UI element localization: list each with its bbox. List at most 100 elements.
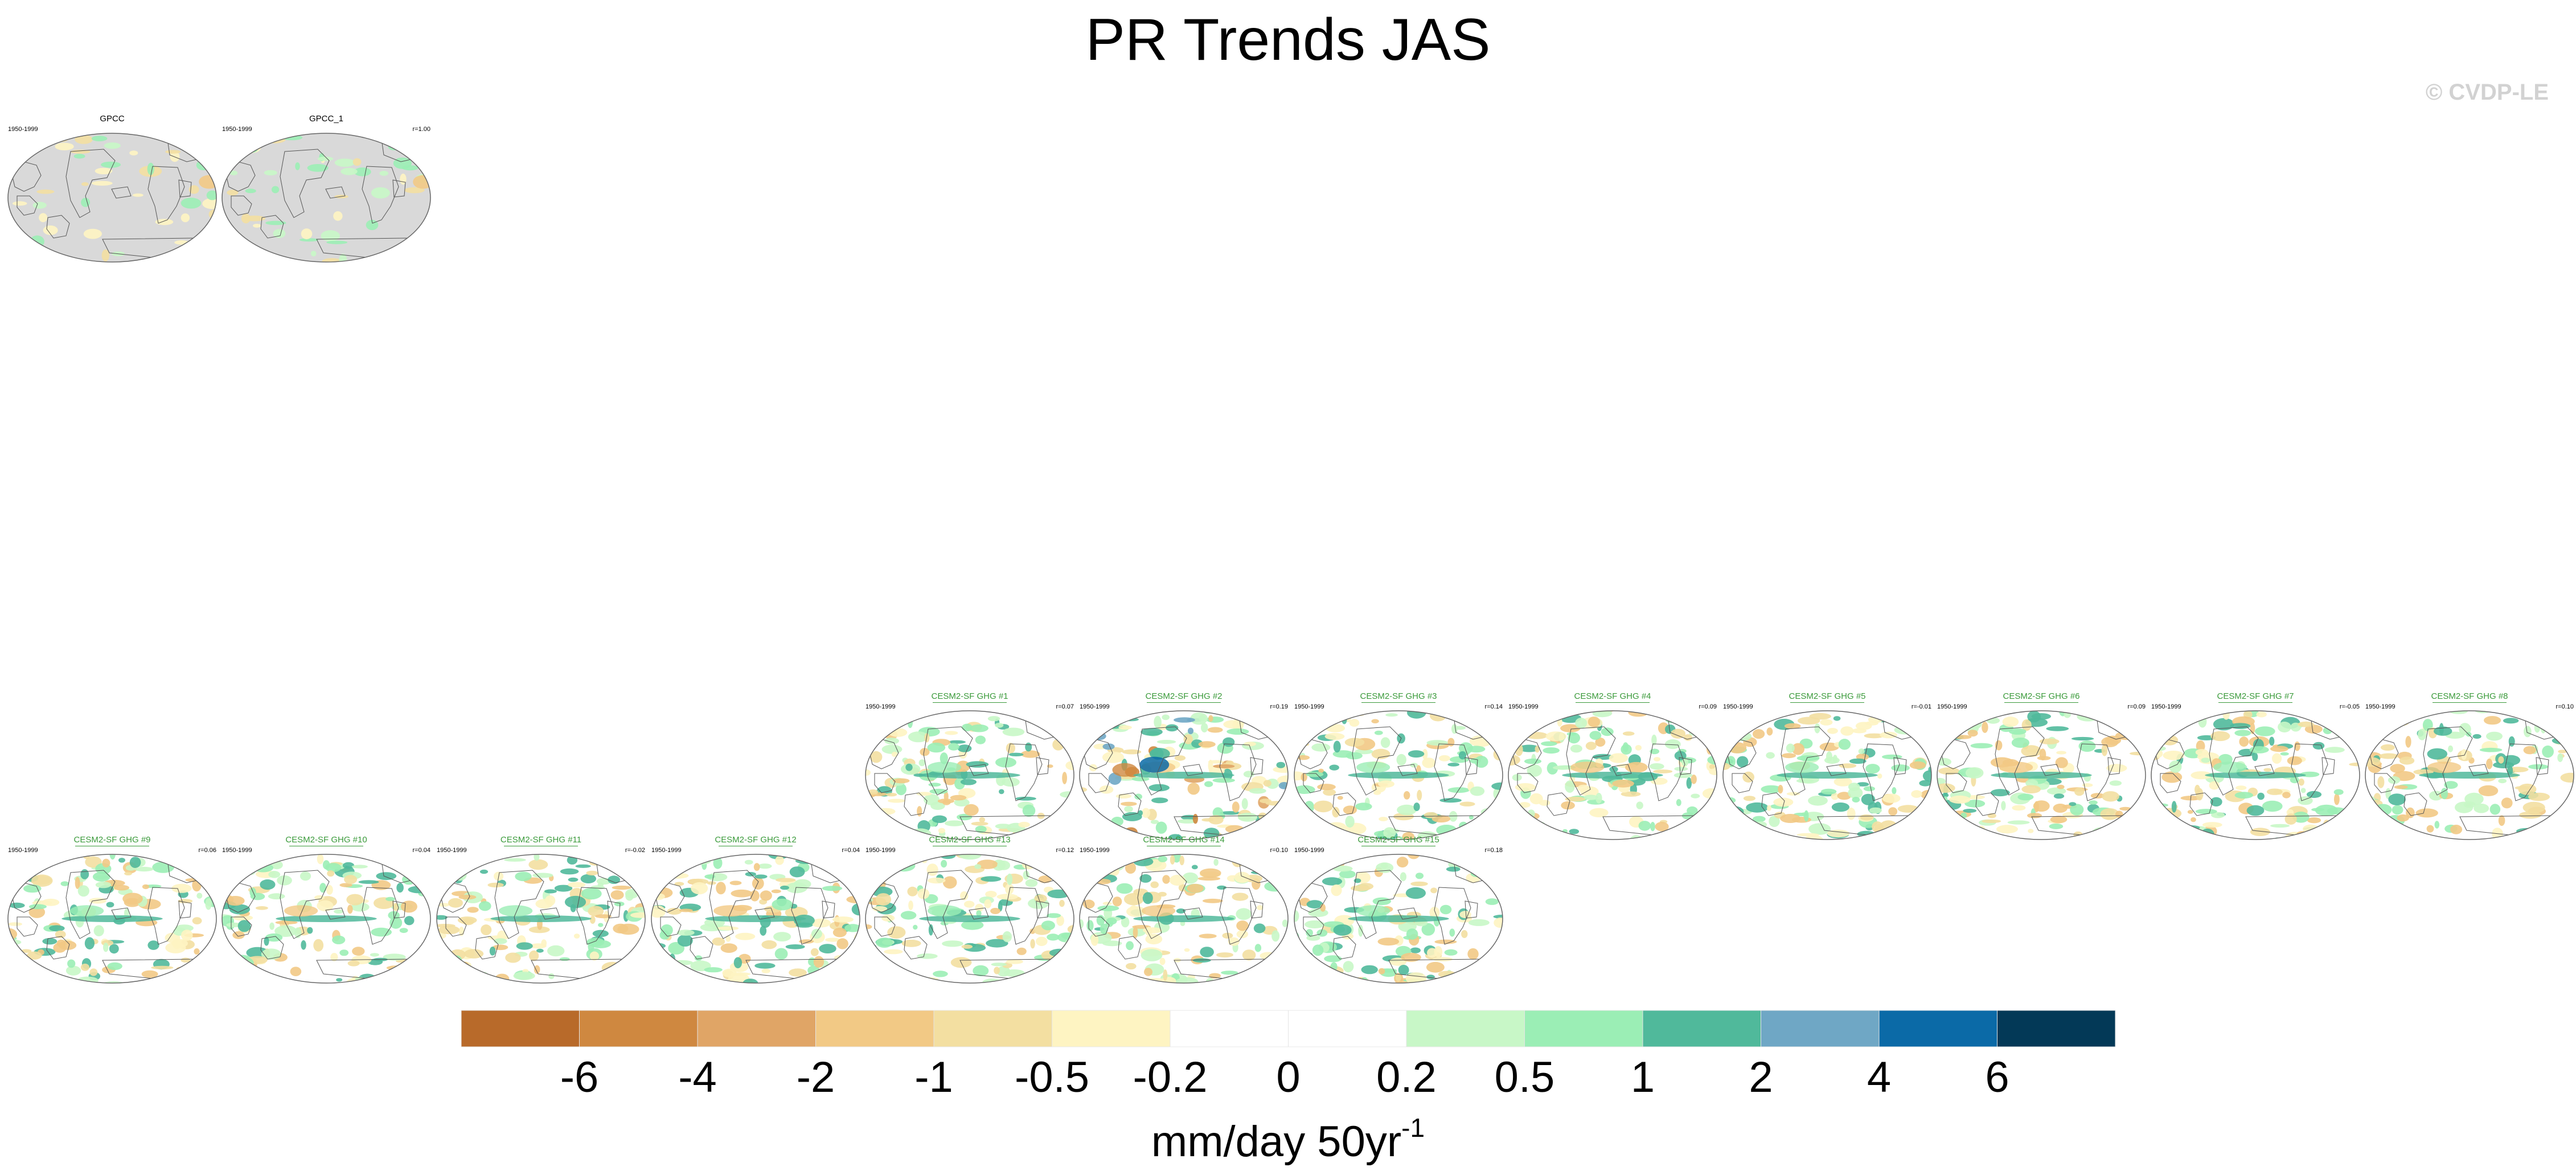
world-map — [1079, 854, 1289, 984]
colorbar-tick-label: 1 — [1630, 1053, 1655, 1102]
map-panel-m8: CESM2-SF GHG #8 1950-1999 r=0.10 — [2364, 691, 2575, 841]
panel-period: 1950-1999 — [1080, 703, 1110, 710]
panel-period: 1950-1999 — [2365, 703, 2395, 710]
colorbar-tick-label: -1 — [914, 1053, 953, 1102]
panel-period: 1950-1999 — [8, 847, 38, 854]
map-panel-m6: CESM2-SF GHG #6 1950-1999 r=0.09 — [1936, 691, 2147, 841]
page-title: PR Trends JAS — [1085, 7, 1491, 73]
panel-title-underline — [1790, 702, 1864, 703]
colorbar-box — [1052, 1010, 1171, 1047]
panel-title: GPCC — [100, 114, 125, 124]
panel-title: CESM2-SF GHG #6 — [2003, 691, 2080, 701]
colorbar-box — [698, 1010, 816, 1047]
panel-period: 1950-1999 — [1294, 703, 1324, 710]
map-panel-m12: CESM2-SF GHG #12 1950-1999 r=0.04 — [650, 835, 861, 984]
colorbar — [461, 1010, 2116, 1047]
world-map — [865, 710, 1074, 840]
world-map — [221, 854, 431, 984]
panel-title: CESM2-SF GHG #1 — [931, 691, 1008, 701]
panel-title: CESM2-SF GHG #10 — [285, 835, 367, 845]
colorbar-box — [461, 1010, 580, 1047]
panel-period: 1950-1999 — [1080, 847, 1110, 854]
world-map — [7, 133, 217, 263]
colorbar-tick-label: -0.2 — [1133, 1053, 1208, 1102]
panel-title: CESM2-SF GHG #3 — [1360, 691, 1437, 701]
panel-title: CESM2-SF GHG #2 — [1145, 691, 1223, 701]
panel-title-underline — [933, 702, 1007, 703]
colorbar-box — [1761, 1010, 1880, 1047]
copyright-watermark: © CVDP-LE — [2425, 80, 2549, 105]
panel-correlation: r=-0.01 — [1911, 703, 1931, 710]
panel-period: 1950-1999 — [1937, 703, 1967, 710]
world-map — [436, 854, 646, 984]
world-map — [2151, 710, 2360, 840]
world-map — [1294, 854, 1503, 984]
world-map — [651, 854, 860, 984]
colorbar-frame — [461, 1010, 2116, 1047]
panel-period: 1950-1999 — [1294, 847, 1324, 854]
panel-correlation: r=0.06 — [198, 847, 217, 854]
colorbar-tick-label: -4 — [678, 1053, 717, 1102]
panel-correlation: r=-0.05 — [2339, 703, 2360, 710]
map-field — [1080, 711, 1288, 840]
panel-correlation: r=0.04 — [412, 847, 431, 854]
colorbar-box — [815, 1010, 934, 1047]
panel-title: CESM2-SF GHG #9 — [73, 835, 151, 845]
colorbar-tick-label: 2 — [1749, 1053, 1773, 1102]
colorbar-tick-label: -6 — [560, 1053, 599, 1102]
panel-period: 1950-1999 — [8, 126, 38, 133]
map-panel-m3: CESM2-SF GHG #3 1950-1999 r=0.14 — [1293, 691, 1504, 841]
colorbar-box — [1879, 1010, 1997, 1047]
map-panel-m4: CESM2-SF GHG #4 1950-1999 r=0.09 — [1507, 691, 1718, 841]
colorbar-box — [1288, 1010, 1407, 1047]
panel-title: CESM2-SF GHG #5 — [1789, 691, 1866, 701]
map-panel-m2: CESM2-SF GHG #2 1950-1999 r=0.19 — [1078, 691, 1289, 841]
panel-period: 1950-1999 — [651, 847, 682, 854]
colorbar-box — [579, 1010, 698, 1047]
panel-correlation: r=0.07 — [1056, 703, 1074, 710]
panel-title: CESM2-SF GHG #11 — [500, 835, 582, 845]
world-map — [865, 854, 1074, 984]
map-panel-m7: CESM2-SF GHG #7 1950-1999 r=-0.05 — [2150, 691, 2361, 841]
colorbar-tick-label: 0.5 — [1494, 1053, 1555, 1102]
panel-period: 1950-1999 — [1508, 703, 1539, 710]
map-panel-m15: CESM2-SF GHG #15 1950-1999 r=0.18 — [1293, 835, 1504, 984]
colorbar-tick-label: 0 — [1276, 1053, 1301, 1102]
panel-title-underline — [2218, 702, 2292, 703]
panel-period: 1950-1999 — [2151, 703, 2181, 710]
world-map — [1722, 710, 1932, 840]
map-panel-m11: CESM2-SF GHG #11 1950-1999 r=-0.02 — [436, 835, 646, 984]
panel-period: 1950-1999 — [865, 703, 896, 710]
map-panel-m10: CESM2-SF GHG #10 1950-1999 r=0.04 — [221, 835, 432, 984]
colorbar-tick-label: 0.2 — [1376, 1053, 1437, 1102]
colorbar-box — [1643, 1010, 1761, 1047]
panel-correlation: r=-0.02 — [625, 847, 645, 854]
world-map — [7, 854, 217, 984]
units-exponent: -1 — [1401, 1113, 1425, 1143]
map-field — [1723, 711, 1931, 840]
panel-correlation: r=0.10 — [1270, 847, 1289, 854]
colorbar-tick-label: 4 — [1867, 1053, 1892, 1102]
panel-period: 1950-1999 — [222, 126, 252, 133]
panel-correlation: r=0.18 — [1484, 847, 1503, 854]
world-map — [1294, 710, 1503, 840]
colorbar-tick-label: -2 — [796, 1053, 835, 1102]
map-panel-m13: CESM2-SF GHG #13 1950-1999 r=0.12 — [864, 835, 1075, 984]
world-map — [1079, 710, 1289, 840]
panel-correlation: r=0.19 — [1270, 703, 1289, 710]
map-panel-obs-2: GPCC_1 1950-1999 r=1.00 — [221, 114, 432, 263]
panel-correlation: r=0.09 — [2127, 703, 2146, 710]
panel-correlation: r=1.00 — [412, 126, 431, 133]
panel-title-underline — [2004, 702, 2078, 703]
map-panel-m5: CESM2-SF GHG #5 1950-1999 r=-0.01 — [1722, 691, 1933, 841]
colorbar-box — [1524, 1010, 1643, 1047]
panel-correlation: r=0.12 — [1056, 847, 1074, 854]
panel-title-underline — [1361, 702, 1435, 703]
panel-title: CESM2-SF GHG #14 — [1143, 835, 1225, 845]
world-map — [221, 133, 431, 263]
panel-title: CESM2-SF GHG #12 — [715, 835, 797, 845]
world-map — [2365, 710, 2574, 840]
map-panel-m1: CESM2-SF GHG #1 1950-1999 r=0.07 — [864, 691, 1075, 841]
colorbar-tick-label: 6 — [1985, 1053, 2009, 1102]
colorbar-box — [934, 1010, 1052, 1047]
